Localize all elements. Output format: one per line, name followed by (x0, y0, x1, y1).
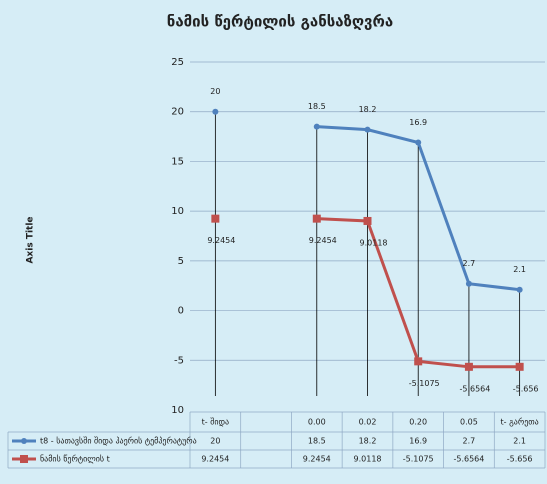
x-tick-label: 0.05 (460, 418, 478, 427)
y-axis-title: Axis Title (26, 216, 36, 263)
table-cell: 20 (210, 437, 220, 446)
x-tick-label: 0.00 (308, 418, 326, 427)
legend-label: t8 - სათავსში შიდა ჰაერის ტემპერატურა (40, 436, 197, 446)
marker (211, 214, 220, 223)
data-label: 20 (210, 87, 220, 96)
data-label: 9.2454 (207, 236, 235, 245)
legend-key (20, 455, 28, 463)
table-cell: 9.2454 (201, 455, 229, 464)
marker (515, 362, 524, 371)
x-tick-label: 0.02 (359, 418, 377, 427)
data-label: 9.2454 (309, 236, 337, 245)
y-tick-label: 15 (171, 156, 184, 167)
marker (465, 280, 472, 287)
data-label: -5.1075 (409, 379, 440, 388)
marker (212, 108, 219, 115)
data-label: 16.9 (409, 118, 427, 127)
marker (312, 214, 321, 223)
y-tick-label: 10 (171, 206, 184, 217)
data-label: 2.1 (513, 265, 526, 274)
data-label: -5.656 (513, 384, 539, 393)
x-tick-label: t- გარეთა (501, 417, 539, 427)
legend-label: ნამის წერტილის t (40, 454, 110, 464)
table-cell: 18.5 (308, 437, 326, 446)
table-cell: 16.9 (409, 437, 427, 446)
table-cell: 9.0118 (354, 455, 382, 464)
y-tick-label: 20 (171, 107, 184, 118)
table-cell: 9.2454 (303, 455, 331, 464)
y-tick-label: 0 (178, 306, 184, 317)
x-tick-label: t- შიდა (202, 417, 229, 427)
chart-title: ნამის წერტილის განსაზღვრა (167, 13, 393, 31)
x-tick-label: 0.20 (409, 418, 427, 427)
marker (464, 362, 473, 371)
data-label: 18.2 (359, 105, 377, 114)
data-label: 9.0118 (360, 238, 388, 247)
marker (415, 139, 422, 146)
marker (414, 357, 423, 366)
marker (363, 216, 372, 225)
data-label: 18.5 (308, 102, 326, 111)
marker (516, 286, 523, 293)
y-tick-label: 25 (171, 57, 184, 68)
table-cell: -5.1075 (403, 455, 434, 464)
table-cell: 18.2 (359, 437, 377, 446)
y-tick-label: 10 (171, 405, 184, 416)
data-label: 2.7 (463, 259, 476, 268)
marker (313, 123, 320, 130)
table-cell: 2.1 (513, 437, 526, 446)
table-cell: -5.656 (507, 455, 533, 464)
legend-key (21, 438, 27, 444)
y-tick-label: -5 (174, 355, 184, 366)
marker (364, 126, 371, 133)
data-label: -5.6564 (459, 384, 490, 393)
table-cell: 2.7 (463, 437, 476, 446)
table-cell: -5.6564 (453, 455, 484, 464)
y-tick-label: 5 (178, 256, 184, 267)
